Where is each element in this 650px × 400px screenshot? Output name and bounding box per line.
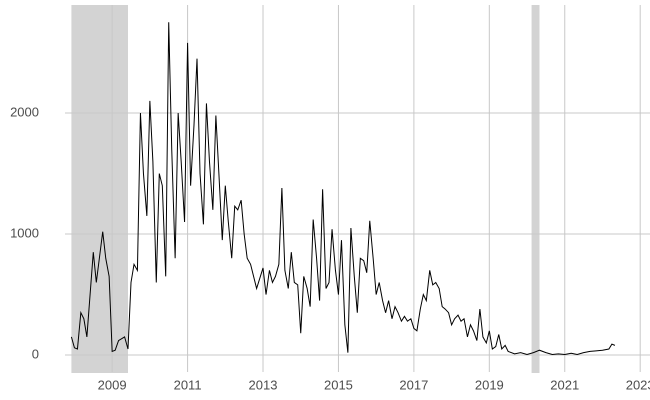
x-tick-label: 2013 xyxy=(249,377,278,392)
y-tick-label: 1000 xyxy=(10,225,39,240)
x-tick-label: 2019 xyxy=(475,377,504,392)
shaded-region xyxy=(531,5,540,373)
x-tick-label: 2021 xyxy=(550,377,579,392)
x-tick-label: 2017 xyxy=(399,377,428,392)
x-tick-label: 2011 xyxy=(174,377,202,392)
data-line xyxy=(70,22,616,355)
y-tick-label: 2000 xyxy=(10,104,39,119)
x-tick-label: 2023 xyxy=(626,377,650,392)
x-tick-label: 2009 xyxy=(98,377,127,392)
y-tick-label: 0 xyxy=(32,346,39,361)
x-tick-label: 2015 xyxy=(324,377,353,392)
